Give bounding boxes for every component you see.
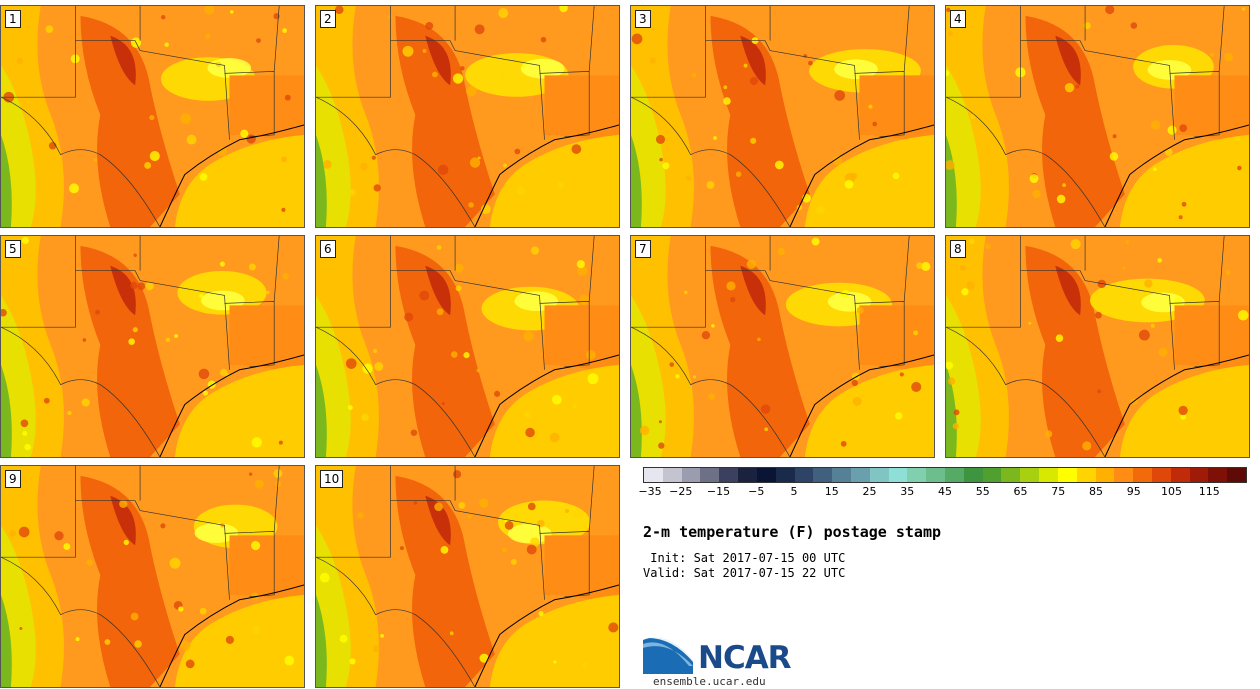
member-label: 4 [950,10,966,28]
ncar-logo-icon [643,632,695,674]
colorbar-swatch [813,468,833,482]
member-panel: 1 [0,5,305,228]
member-label: 9 [5,470,21,488]
temperature-map [946,236,1249,457]
colorbar-swatch [945,468,964,482]
member-panel: 7 [630,235,935,458]
colorbar-tick-label: 5 [790,485,798,498]
member-panel: 8 [945,235,1250,458]
colorbar-swatch [738,468,757,482]
colorbar-swatch [1189,468,1209,482]
colorbar-swatch [1020,468,1040,482]
member-panel: 2 [315,5,620,228]
colorbar-tick-label: 65 [1013,485,1028,498]
member-label: 3 [635,10,651,28]
colorbar-swatch [963,468,983,482]
colorbar-swatch [888,468,908,482]
site-url: ensemble.ucar.edu [653,675,766,688]
colorbar-swatch [662,468,682,482]
colorbar-swatch [719,468,739,482]
colorbar-tick-label: 115 [1198,485,1220,498]
colorbar-tick-label: 45 [938,485,952,498]
colorbar-swatch [681,468,701,482]
temperature-map [316,466,619,687]
member-label: 1 [5,10,21,28]
colorbar-ticks: −35 −25 −15 −5 5 15 25 35 45 55 65 75 85 95 105 115 [638,485,1247,499]
figure-title: 2-m temperature (F) postage stamp [643,523,942,541]
temperature-map [631,236,934,457]
temperature-map [1,466,304,687]
colorbar-tick-label: −15 [706,485,731,498]
colorbar [643,467,1247,483]
colorbar-swatch [1208,468,1228,482]
member-label: 2 [320,10,336,28]
colorbar-swatch [1133,468,1152,482]
temperature-map [946,6,1249,227]
colorbar-swatch [1076,468,1096,482]
member-panel: 3 [630,5,935,228]
temperature-map [316,236,619,457]
logo-text: NCAR [698,640,792,676]
colorbar-tick-label: 75 [1051,485,1066,498]
temperature-map [316,6,619,227]
init-time: Init: Sat 2017-07-15 00 UTC [643,551,846,565]
colorbar-swatch [1001,468,1021,482]
member-panel: 9 [0,465,305,688]
colorbar-swatch [1170,468,1190,482]
colorbar-tick-label: 55 [975,485,990,498]
valid-time: Valid: Sat 2017-07-15 22 UTC [643,566,846,580]
colorbar-swatch [756,468,776,482]
member-panel: 10 [315,465,620,688]
colorbar-swatch [926,468,945,482]
member-panel: 4 [945,5,1250,228]
member-label: 8 [950,240,966,258]
colorbar-tick-label: −35 [638,485,662,498]
colorbar-tick-label: −5 [748,485,765,498]
temperature-map [1,236,304,457]
temperature-map [631,6,934,227]
temperature-map [1,6,304,227]
colorbar-tick-label: 15 [824,485,839,498]
colorbar-tick-label: −25 [669,485,693,498]
colorbar-tick-label: 35 [900,485,915,498]
colorbar-tick-label: 95 [1126,485,1141,498]
colorbar-swatch [644,468,663,482]
colorbar-swatch [1039,468,1058,482]
colorbar-swatch [1114,468,1134,482]
member-label: 10 [320,470,344,488]
colorbar-swatch [794,468,814,482]
colorbar-tick-label: 85 [1089,485,1103,498]
colorbar-swatch [850,468,870,482]
colorbar-swatch [869,468,889,482]
member-panel: 5 [0,235,305,458]
colorbar-swatch [1057,468,1077,482]
colorbar-swatch [982,468,1002,482]
member-panel: 6 [315,235,620,458]
member-label: 5 [5,240,21,258]
colorbar-swatch [1151,468,1171,482]
member-label: 7 [635,240,651,258]
colorbar-swatch [832,468,851,482]
colorbar-swatch [1095,468,1115,482]
colorbar-swatch [700,468,720,482]
colorbar-tick-label: 25 [862,485,877,498]
colorbar-swatch [1227,468,1246,482]
colorbar-swatch [907,468,927,482]
colorbar-tick-label: 105 [1161,485,1182,498]
colorbar-swatch [775,468,795,482]
member-label: 6 [320,240,336,258]
